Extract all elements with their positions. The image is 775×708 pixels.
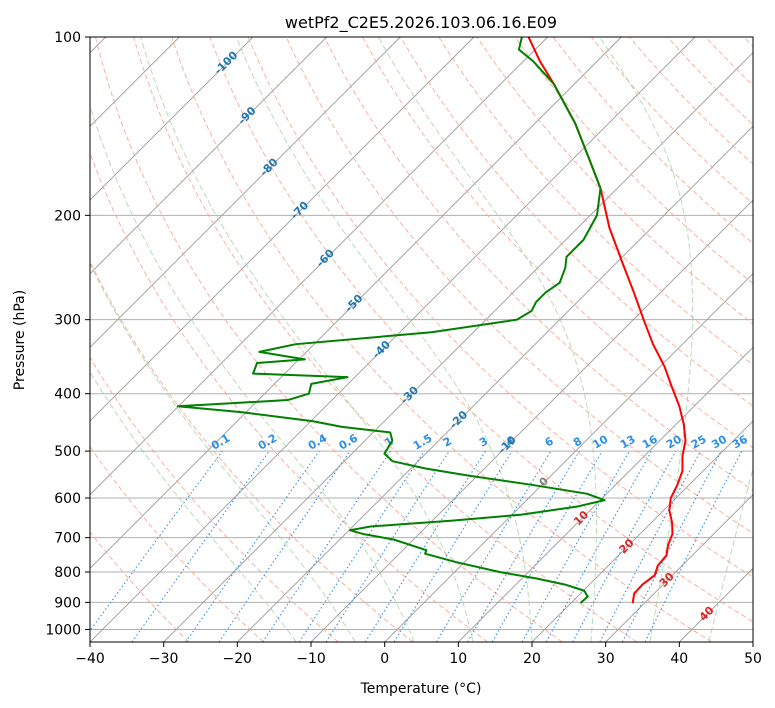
x-tick-label: 30 (597, 651, 615, 667)
isotherm-line (90, 37, 475, 422)
isotherm-line (90, 37, 327, 275)
isotherm-line (531, 420, 753, 642)
moist-adiabat (599, 37, 694, 642)
x-axis: −40 −30 −20 −10 0 10 20 30 40 50 (75, 642, 762, 667)
y-tick-label: 200 (54, 208, 81, 224)
dry-adiabat (209, 37, 753, 623)
moist-adiabat (90, 104, 415, 642)
isotherm-line (458, 346, 753, 642)
dry-adiabat (90, 531, 190, 642)
x-tick-label: −10 (296, 651, 326, 667)
chart-title: wetPf2_C2E5.2026.103.06.16.E09 (285, 13, 557, 33)
mixing-ratio-line (521, 450, 630, 642)
isotherm-line (605, 494, 753, 642)
dry-adiabat (323, 37, 753, 491)
x-tick-label: 40 (670, 651, 688, 667)
y-tick-label: 600 (54, 491, 81, 507)
moist-adiabat (235, 37, 533, 642)
isotherm-line (90, 37, 254, 201)
dry-adiabat (438, 37, 753, 366)
plot-frame (89, 36, 754, 643)
y-axis-label: Pressure (hPa) (12, 290, 28, 390)
dry-adiabat (133, 37, 638, 642)
dry-adiabat (285, 37, 753, 534)
x-tick-label: −40 (75, 651, 105, 667)
dry-adiabat (400, 37, 753, 407)
dry-adiabat (95, 37, 563, 642)
x-tick-label: 50 (744, 651, 762, 667)
mixing-ratio-line (325, 450, 450, 642)
dry-adiabat (90, 260, 414, 642)
mixing-ratio-line (90, 450, 223, 632)
y-tick-label: 500 (54, 444, 81, 460)
mixing-ratio-line (364, 450, 486, 642)
isotherm-line (90, 37, 548, 496)
y-tick-label: 400 (54, 387, 81, 403)
x-axis-label: Temperature (°C) (360, 681, 482, 697)
mixing-ratio-line (572, 450, 677, 642)
mixing-ratio-line (218, 450, 351, 642)
isotherm-line (384, 273, 753, 642)
x-tick-label: 0 (380, 651, 389, 667)
mixing-ratio-line (435, 450, 552, 642)
x-tick-label: −20 (223, 651, 253, 667)
dry-adiabat (552, 37, 753, 245)
y-tick-label: 100 (54, 30, 81, 46)
y-tick-label: 700 (54, 531, 81, 547)
x-tick-label: 20 (523, 651, 541, 667)
moist-adiabat (90, 371, 297, 642)
x-tick-label: 10 (449, 651, 467, 667)
dry-adiabat (362, 37, 753, 449)
y-tick-label: 300 (54, 313, 81, 329)
isotherm-line (163, 52, 753, 642)
moist-adiabat (140, 37, 474, 642)
sounding-series (176, 37, 687, 604)
dry-adiabat (247, 37, 753, 578)
dry-adiabat (590, 37, 753, 205)
mixing-ratio-line (185, 450, 320, 642)
mixing-ratio-line (491, 450, 603, 642)
y-tick-label: 900 (54, 595, 81, 611)
y-axis: 100 200 300 400 500 600 700 800 900 1000 (45, 30, 90, 638)
isotherm-line (90, 37, 622, 569)
dry-adiabat (90, 151, 488, 642)
isotherm-line (90, 37, 401, 348)
mixing-ratio-line (545, 450, 653, 642)
dry-adiabat (476, 37, 753, 325)
y-tick-label: 800 (54, 565, 81, 581)
moist-adiabat (708, 466, 753, 642)
mixing-ratio-line (393, 450, 513, 642)
isotherm-line (237, 125, 753, 642)
mixing-ratio-line (131, 450, 270, 642)
dewpoint-line (176, 37, 606, 604)
x-tick-label: −30 (149, 651, 179, 667)
moist-adiabat (377, 37, 597, 642)
dry-adiabat (90, 356, 339, 642)
y-tick-label: 1000 (45, 622, 81, 638)
isotherm-line (90, 37, 696, 642)
mixing-ratio-line (467, 450, 580, 642)
